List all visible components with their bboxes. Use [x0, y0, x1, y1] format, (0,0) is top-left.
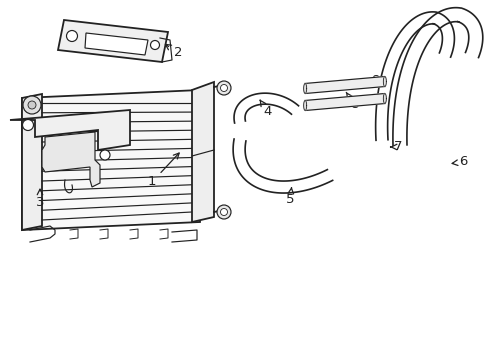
Polygon shape	[192, 82, 214, 222]
Circle shape	[217, 205, 230, 219]
Text: 5: 5	[285, 188, 294, 207]
Polygon shape	[58, 20, 168, 62]
Circle shape	[66, 31, 77, 41]
Polygon shape	[383, 94, 386, 104]
Polygon shape	[303, 100, 306, 111]
Text: 3: 3	[36, 189, 44, 210]
Text: 2: 2	[165, 44, 182, 59]
Circle shape	[100, 150, 110, 160]
Text: 8: 8	[346, 93, 357, 111]
Polygon shape	[432, 12, 453, 57]
Circle shape	[220, 85, 227, 91]
Circle shape	[150, 40, 159, 49]
Text: 1: 1	[147, 153, 179, 189]
Polygon shape	[383, 77, 386, 86]
Polygon shape	[304, 77, 385, 94]
Circle shape	[217, 81, 230, 95]
Text: 7: 7	[390, 140, 402, 153]
Polygon shape	[234, 93, 298, 123]
Polygon shape	[375, 12, 435, 140]
Polygon shape	[10, 110, 130, 150]
Polygon shape	[85, 33, 148, 55]
Circle shape	[23, 96, 41, 114]
Polygon shape	[303, 84, 306, 94]
Circle shape	[22, 120, 34, 130]
Polygon shape	[42, 132, 100, 187]
Polygon shape	[457, 8, 482, 58]
Polygon shape	[22, 90, 200, 230]
Text: 4: 4	[260, 100, 272, 118]
Polygon shape	[233, 139, 332, 193]
Circle shape	[220, 208, 227, 216]
Text: 6: 6	[451, 156, 466, 168]
Polygon shape	[22, 94, 42, 230]
Polygon shape	[304, 94, 385, 111]
Polygon shape	[392, 8, 460, 145]
Text: 8: 8	[370, 73, 384, 86]
Circle shape	[28, 101, 36, 109]
